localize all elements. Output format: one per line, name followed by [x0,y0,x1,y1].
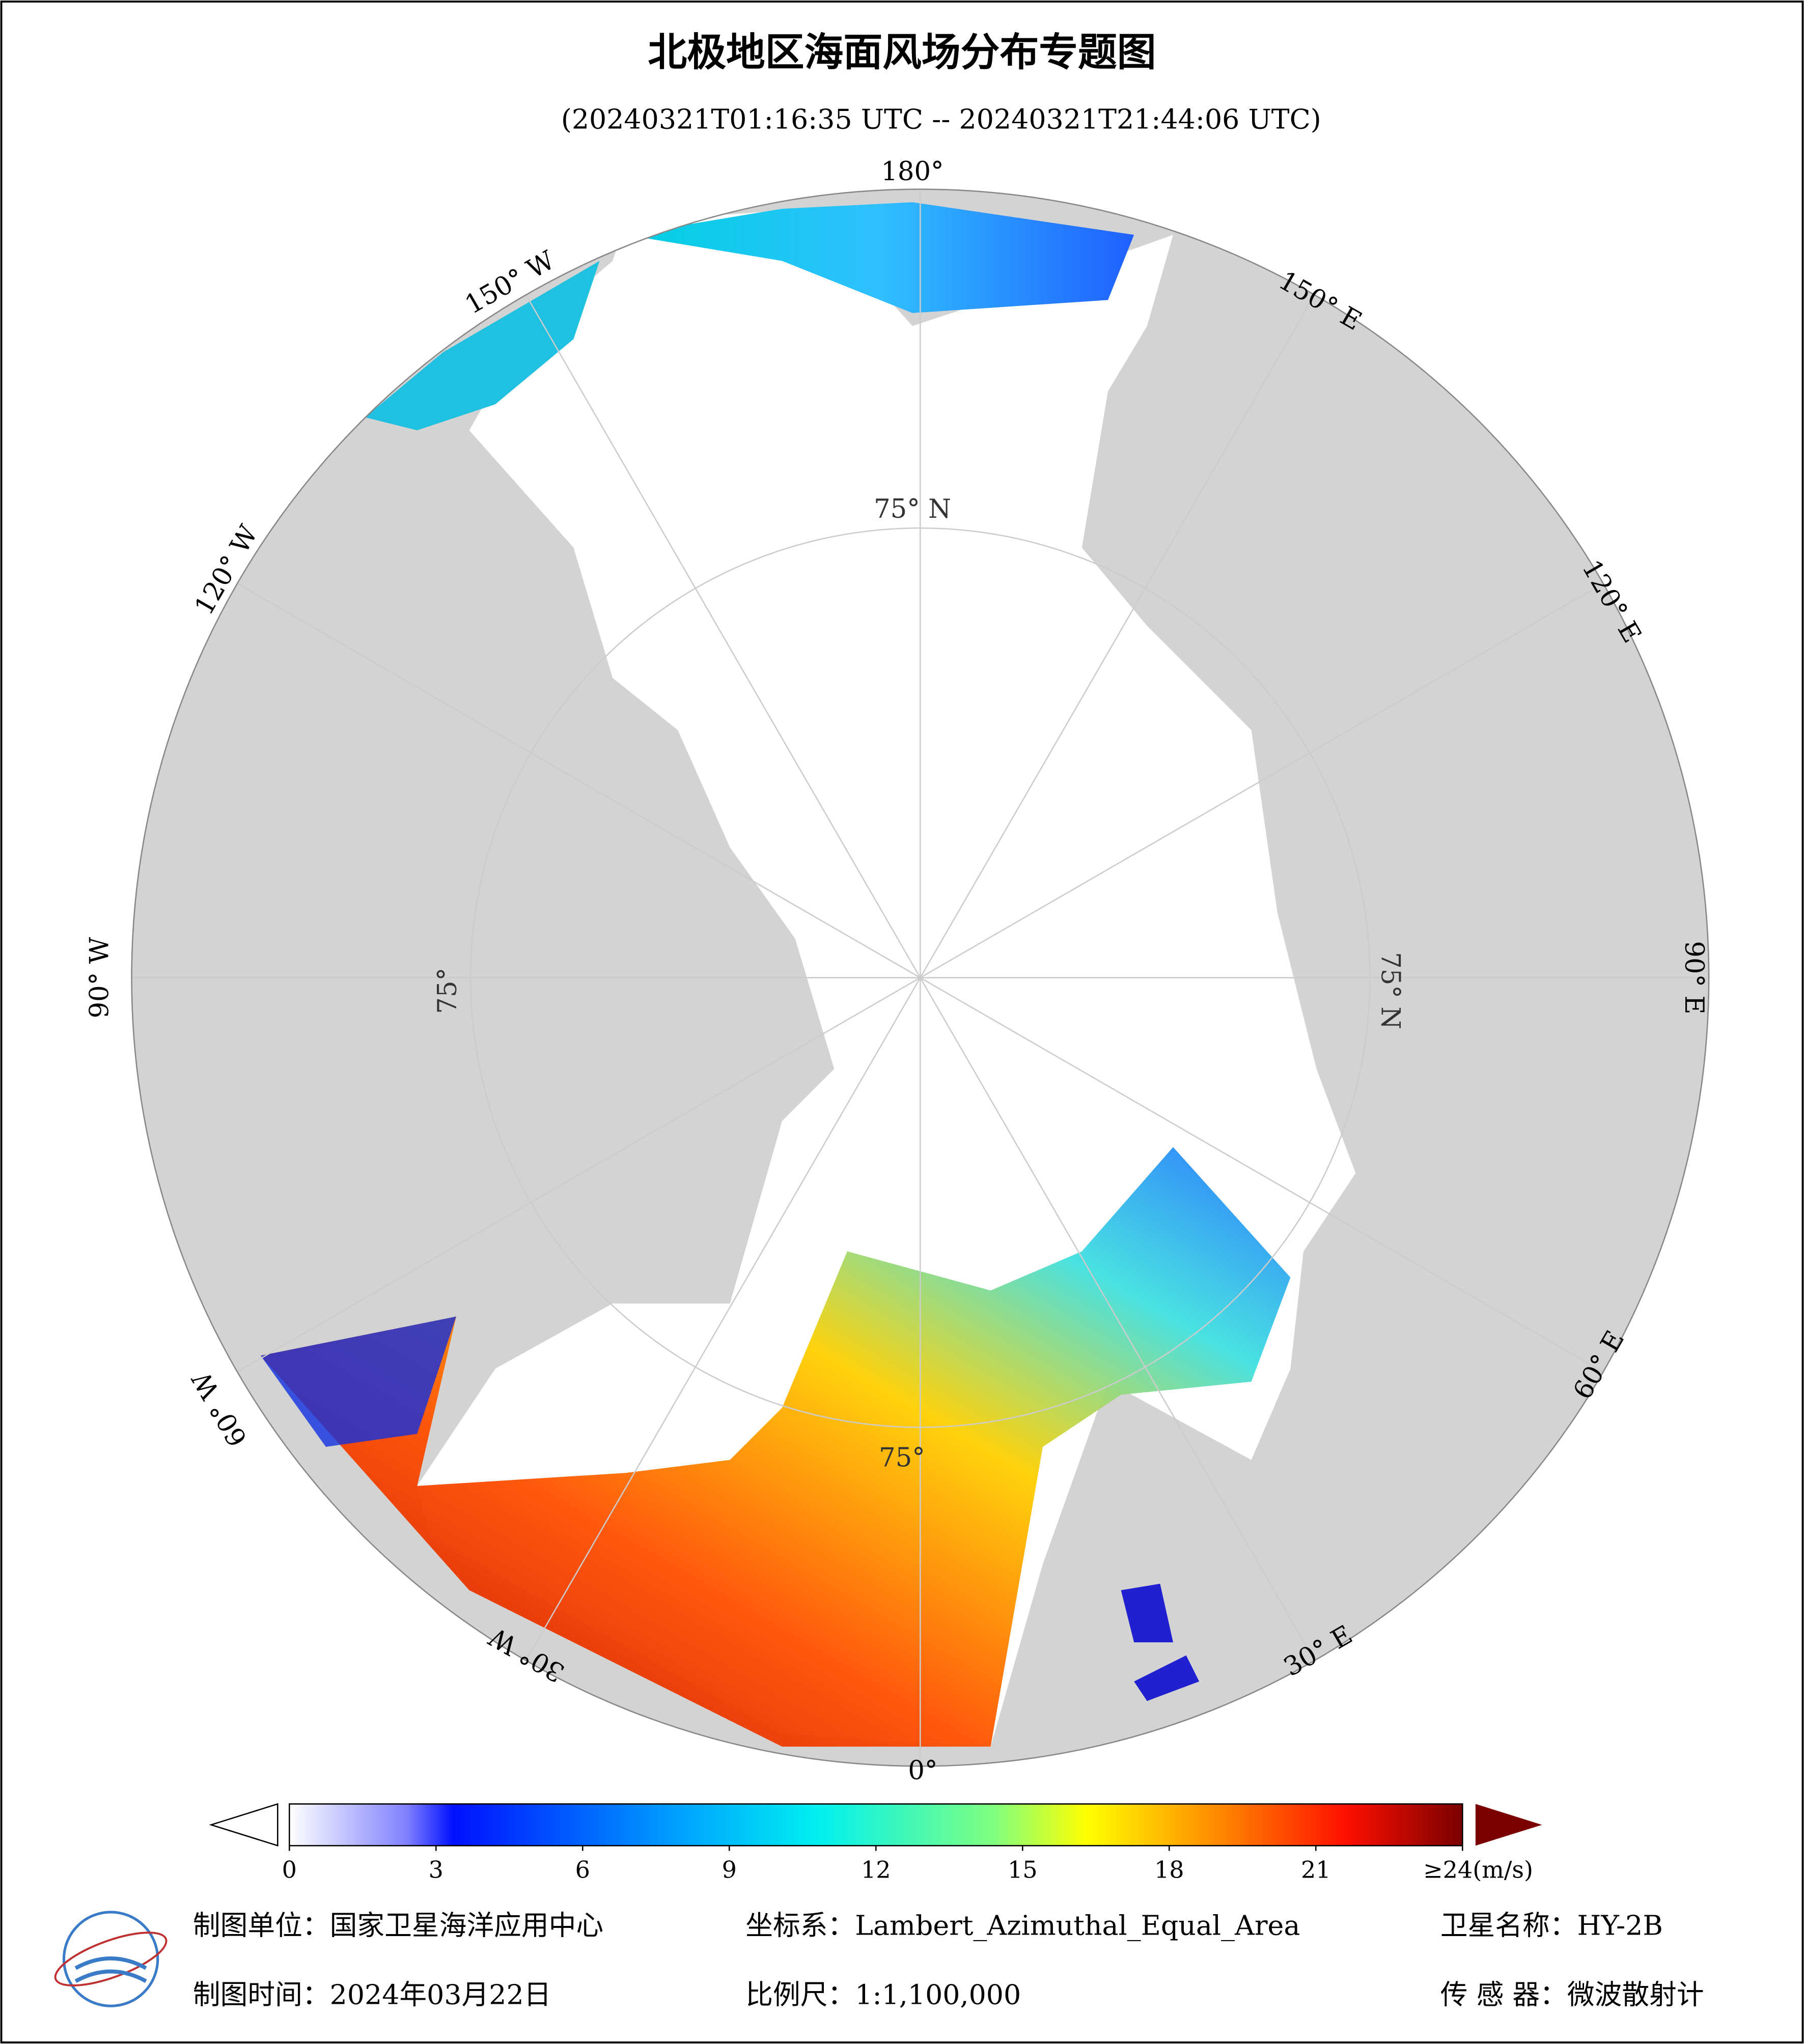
meridian [920,573,1621,978]
latitude-label: 75° N [874,494,951,524]
footer-crs: 坐标系：Lambert_Azimuthal_Equal_Area [745,1910,1300,1942]
longitude-label: 90° W [85,937,115,1018]
colorbar [289,1803,1463,1846]
colorbar-tick-label: ≥24(m/s) [1423,1856,1533,1884]
colorbar-over [1475,1804,1542,1846]
meridian [515,277,921,978]
meridian [920,277,1325,978]
subtitle: (20240321T01:16:35 UTC -- 20240321T21:44… [561,103,1321,135]
map-border [131,188,1710,1767]
meridian [920,977,1621,1383]
footer-scale: 比例尺：1:1,100,000 [745,1978,1021,2010]
latitude-label: 75° [432,968,463,1014]
wind-field-alaska [365,261,600,431]
colorbar-tick-label: 0 [282,1856,297,1884]
wind-field-greenland [260,1317,456,1447]
latitude-label: 75° [879,1443,925,1473]
colorbar-tick-label: 15 [1008,1856,1038,1884]
footer-satellite: 卫星名称：HY-2B [1440,1910,1663,1942]
wind-field-atlantic [260,1147,1291,1747]
footer-sensor: 传 感 器：微波散射计 [1440,1978,1704,2010]
meridian [515,977,921,1678]
colorbar-tick-label: 6 [575,1856,590,1884]
footer-unit: 制图单位：国家卫星海洋应用中心 [193,1910,603,1942]
meridian [220,977,921,1383]
map [131,189,1709,1767]
meridian [220,573,921,978]
footer-date: 制图时间：2024年03月22日 [193,1978,551,2010]
colorbar-tick-label: 9 [722,1856,737,1884]
colorbar-tick-label: 21 [1301,1856,1331,1884]
latitude-label: 75° N [1375,952,1405,1029]
wind-field-baltic [1121,1583,1200,1701]
colorbar-under [209,1803,279,1847]
longitude-label: 90° E [1679,941,1709,1014]
title: 北极地区海面风场分布专题图 [648,30,1156,75]
colorbar-tick-label: 12 [861,1856,891,1884]
longitude-label: 0° [908,1755,937,1786]
colorbar-tick-label: 18 [1154,1856,1184,1884]
longitude-label: 180° [881,156,943,187]
wind-field-pacific [625,202,1134,313]
colorbar-tick-label: 3 [429,1856,443,1884]
meridian [920,977,1325,1678]
logo [54,1911,168,2007]
